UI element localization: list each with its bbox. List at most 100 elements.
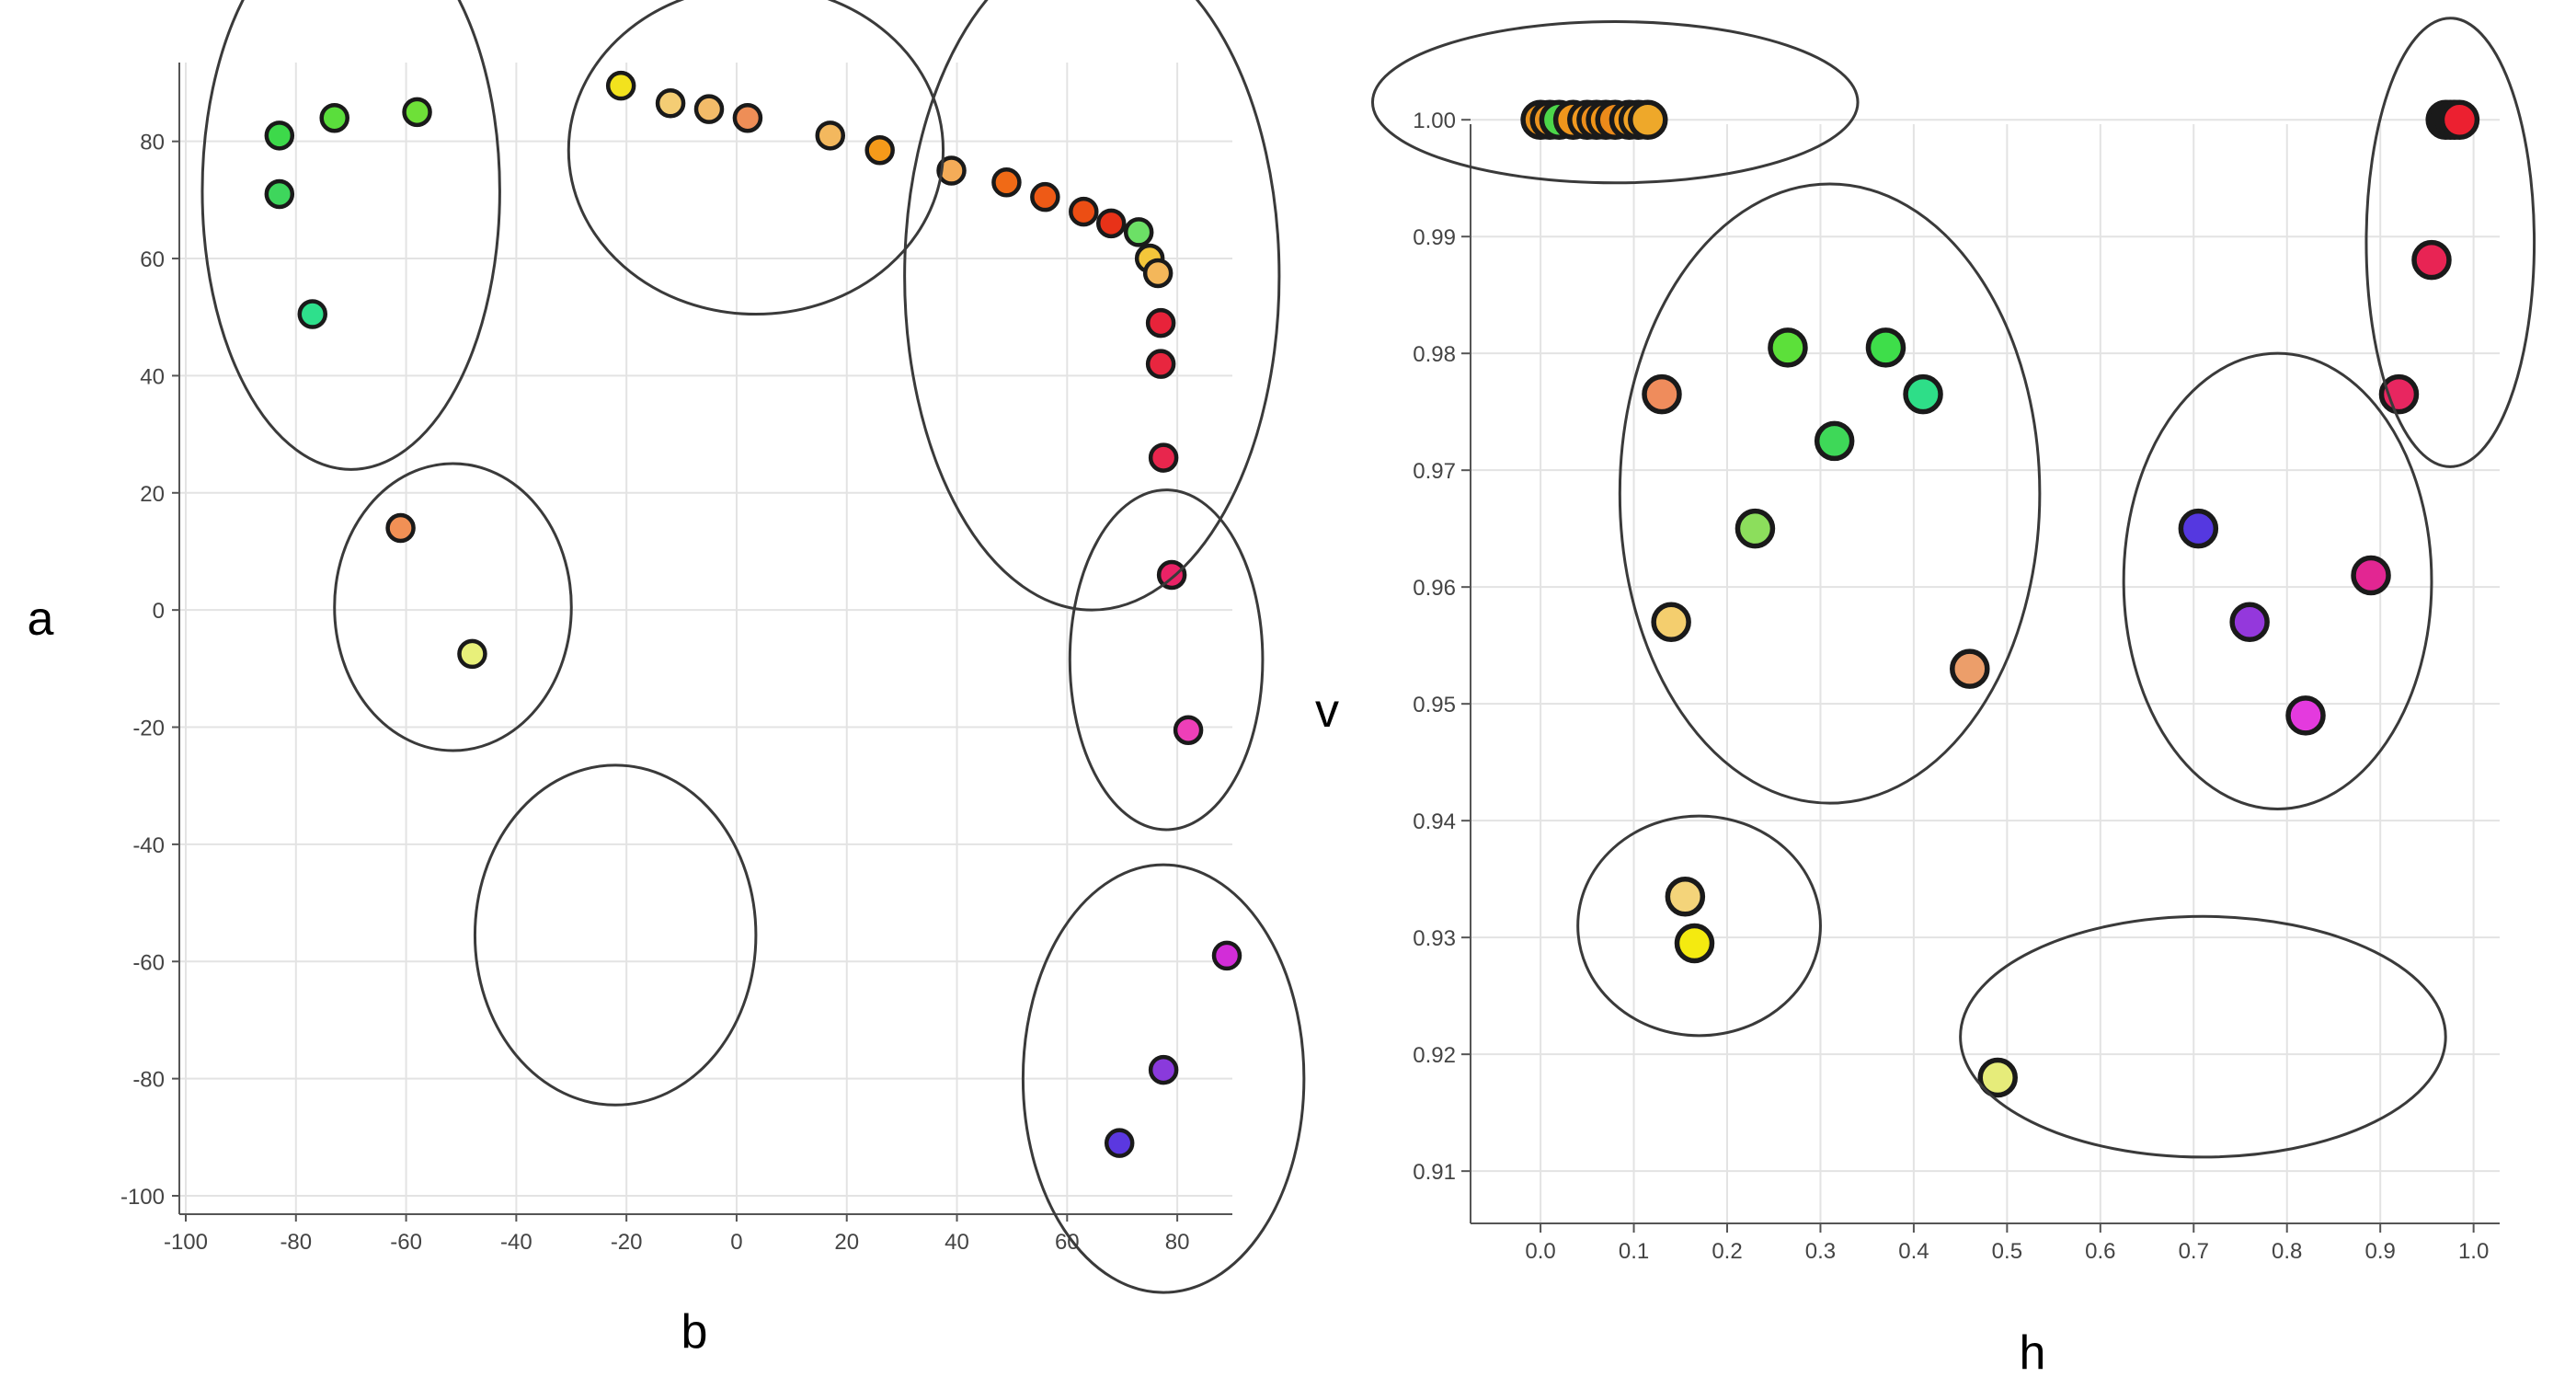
right-y-tick-label: 1.00 xyxy=(1413,109,1456,133)
right-data-point xyxy=(1651,602,1691,643)
left-data-point xyxy=(1145,307,1176,339)
left-y-tick-label: -60 xyxy=(132,950,165,975)
right-scatter-chart: v h 0.0 0.1 0.2 0.3 0.4 0.5 0.6 0.7 0.8 0.9 1.0 0.9… xyxy=(1315,17,2536,1380)
right-y-axis-title: v xyxy=(1315,684,1339,738)
right-cluster-ellipse xyxy=(1576,814,1822,1038)
right-data-point xyxy=(1735,508,1776,549)
right-x-tick-label: 1.0 xyxy=(2458,1239,2489,1264)
left-data-point xyxy=(1173,715,1204,745)
left-data-point xyxy=(264,120,295,151)
right-data-point xyxy=(1642,373,1682,415)
right-data-point xyxy=(2439,99,2480,140)
right-x-tick-label: 0.0 xyxy=(1525,1239,1555,1264)
left-y-tick-label: 60 xyxy=(140,247,165,272)
right-x-tick-label: 0.4 xyxy=(1898,1239,1929,1264)
left-data-point xyxy=(732,102,763,133)
left-data-point xyxy=(991,167,1022,198)
left-cluster-ellipse xyxy=(333,462,573,752)
left-x-tick-label: 20 xyxy=(834,1230,859,1255)
left-data-point xyxy=(264,178,295,210)
left-data-point xyxy=(1156,559,1187,591)
left-data-point xyxy=(297,299,328,329)
right-data-point xyxy=(1814,420,1855,462)
right-data-point xyxy=(2378,373,2420,415)
left-data-point xyxy=(385,512,416,544)
left-x-tick-label: -40 xyxy=(500,1230,532,1255)
left-y-axis-title: a xyxy=(28,592,54,646)
left-scatter-chart: a b -100 -80 -60 -40 -20 0 20 40 60 80 -100 -80 -60 -… xyxy=(28,0,1306,1359)
right-data-point xyxy=(1903,373,1943,415)
right-y-tick-label: 0.91 xyxy=(1413,1160,1456,1185)
right-y-tick-label: 0.92 xyxy=(1413,1043,1456,1068)
right-data-point xyxy=(2285,695,2326,736)
right-x-tick-label: 0.2 xyxy=(1712,1239,1742,1264)
right-y-tick-label: 0.99 xyxy=(1413,225,1456,250)
right-grid xyxy=(1471,119,2500,1223)
left-cluster-ellipse xyxy=(200,0,501,471)
left-data-point xyxy=(1123,217,1154,247)
left-y-tick-label: 40 xyxy=(140,364,165,389)
right-y-tick-label: 0.94 xyxy=(1413,809,1456,834)
left-data-point xyxy=(1142,258,1174,289)
left-data-point xyxy=(1148,1054,1179,1085)
right-data-point xyxy=(1865,327,1906,368)
right-y-tick-label: 0.93 xyxy=(1413,926,1456,951)
right-y-tick-label: 0.97 xyxy=(1413,459,1456,484)
left-y-tick-label: 0 xyxy=(153,599,165,624)
left-data-point xyxy=(864,134,895,166)
left-data-point xyxy=(1095,208,1127,239)
right-cluster-ellipse xyxy=(2364,17,2536,468)
right-y-tick-label: 0.98 xyxy=(1413,342,1456,367)
left-data-point xyxy=(605,70,636,101)
right-x-tick-label: 0.8 xyxy=(2272,1239,2302,1264)
right-x-tick-label: 0.1 xyxy=(1619,1239,1649,1264)
left-y-tick-label: -20 xyxy=(132,717,165,741)
left-cluster-outlines xyxy=(200,0,1306,1294)
left-data-point xyxy=(319,102,349,133)
left-cluster-ellipse xyxy=(473,763,758,1107)
left-x-tick-label: 80 xyxy=(1165,1230,1190,1255)
right-data-point xyxy=(2229,602,2270,643)
left-y-tick-label: -40 xyxy=(132,833,165,858)
right-x-tick-label: 0.7 xyxy=(2179,1239,2209,1264)
right-data-points xyxy=(1520,99,2480,1098)
left-data-point xyxy=(1211,940,1242,971)
left-cluster-ellipse xyxy=(1068,488,1265,832)
left-cluster-ellipse xyxy=(903,0,1281,612)
right-cluster-ellipse xyxy=(1370,20,1860,185)
left-y-tick-label: 80 xyxy=(140,131,165,155)
left-y-tick-label: -80 xyxy=(132,1068,165,1093)
right-data-point xyxy=(1628,99,1668,140)
left-data-point xyxy=(457,638,487,670)
left-x-tick-label: -20 xyxy=(611,1230,643,1255)
right-data-point xyxy=(1674,923,1715,964)
right-y-tick-label: 0.96 xyxy=(1413,576,1456,601)
right-x-axis-title: h xyxy=(2020,1326,2046,1380)
right-y-tick-label: 0.95 xyxy=(1413,693,1456,717)
left-data-point xyxy=(815,120,846,151)
right-x-tick-label: 0.9 xyxy=(2364,1239,2395,1264)
right-data-point xyxy=(1665,876,1706,917)
left-data-point xyxy=(655,88,686,119)
right-data-point xyxy=(1950,648,1990,689)
right-data-point xyxy=(1977,1057,2018,1098)
left-data-point xyxy=(1030,181,1060,212)
right-x-tick-label: 0.6 xyxy=(2085,1239,2115,1264)
left-x-tick-label: -80 xyxy=(280,1230,312,1255)
right-data-point xyxy=(2351,555,2391,596)
left-x-tick-label: 40 xyxy=(945,1230,969,1255)
right-cluster-ellipse xyxy=(1959,914,2447,1159)
left-data-point xyxy=(1148,442,1179,473)
left-grid xyxy=(179,63,1232,1214)
left-data-point xyxy=(1104,1128,1135,1158)
left-x-tick-label: -60 xyxy=(390,1230,422,1255)
right-cluster-ellipse xyxy=(1618,182,2042,805)
left-data-point xyxy=(693,94,725,124)
left-data-point xyxy=(402,97,432,128)
right-cluster-outlines xyxy=(1370,17,2536,1159)
left-data-point xyxy=(936,155,967,186)
left-cluster-ellipse xyxy=(567,0,945,316)
left-x-tick-label: -100 xyxy=(164,1230,208,1255)
left-cluster-ellipse xyxy=(1021,863,1306,1294)
